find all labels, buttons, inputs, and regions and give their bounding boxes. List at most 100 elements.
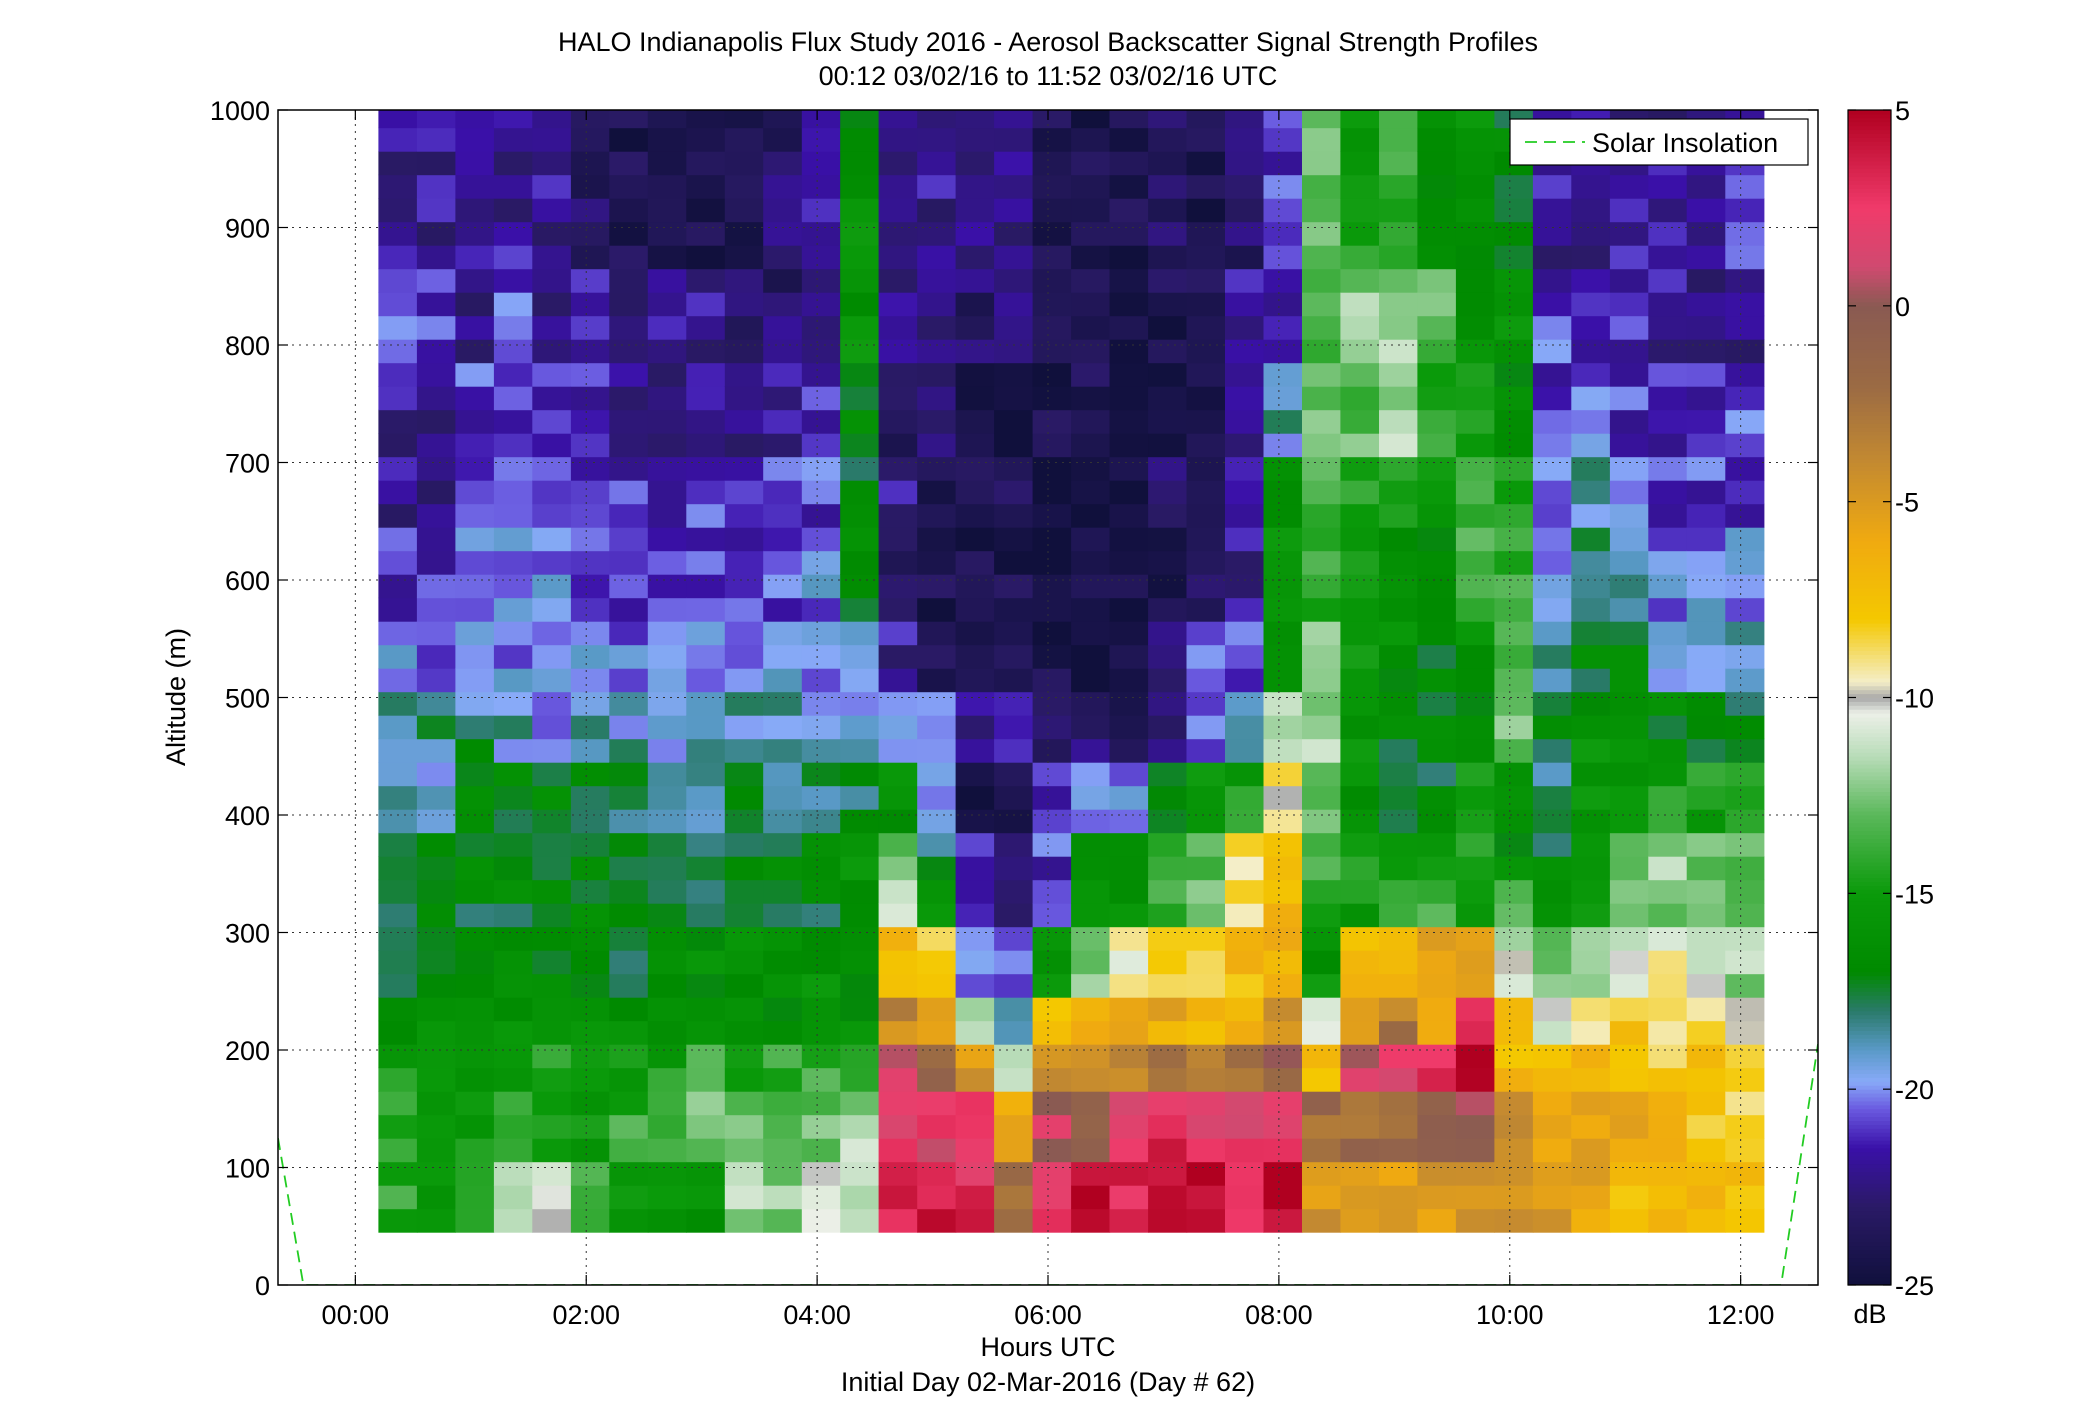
heatmap-cell	[647, 245, 687, 270]
colorbar-band	[1848, 850, 1891, 855]
colorbar-band	[1848, 912, 1891, 918]
heatmap-cell	[1417, 527, 1457, 552]
heatmap-cell	[1032, 1091, 1072, 1116]
heatmap-cell	[647, 715, 687, 740]
heatmap-cell	[1571, 926, 1611, 951]
colorbar-band	[1848, 1261, 1891, 1266]
heatmap-cell	[570, 903, 610, 928]
heatmap-cell	[1609, 809, 1649, 834]
heatmap-cell	[955, 879, 995, 904]
colorbar-band	[1848, 599, 1891, 604]
heatmap-cell	[763, 574, 803, 599]
heatmap-cell	[878, 644, 918, 669]
heatmap-cell	[570, 433, 610, 458]
heatmap-cell	[917, 550, 957, 575]
heatmap-cell	[378, 1161, 418, 1186]
heatmap-cell	[378, 268, 418, 293]
heatmap-cell	[532, 856, 572, 881]
heatmap-cell	[1109, 738, 1149, 763]
heatmap-cell	[1263, 1208, 1303, 1233]
heatmap-cell	[1609, 245, 1649, 270]
heatmap-cell	[801, 715, 841, 740]
colorbar-band	[1848, 478, 1891, 483]
heatmap-cell	[840, 268, 880, 293]
heatmap-cell	[1225, 762, 1265, 787]
heatmap-cell	[1263, 245, 1303, 270]
heatmap-cell	[840, 1138, 880, 1163]
heatmap-cell	[1417, 221, 1457, 246]
heatmap-cell	[1148, 110, 1188, 129]
heatmap-cell	[1263, 668, 1303, 693]
colorbar-band	[1848, 1046, 1891, 1051]
heatmap-cell	[994, 110, 1034, 129]
heatmap-cell	[570, 785, 610, 810]
heatmap-cell	[1302, 433, 1342, 458]
heatmap-cell	[686, 691, 726, 716]
heatmap-cell	[1109, 1091, 1149, 1116]
heatmap-cell	[1686, 386, 1726, 411]
heatmap-cell	[763, 174, 803, 199]
heatmap-cell	[1263, 762, 1303, 787]
heatmap-cell	[1071, 926, 1111, 951]
heatmap-cell	[1455, 856, 1495, 881]
heatmap-cell	[647, 127, 687, 152]
heatmap-cell	[1725, 809, 1765, 834]
heatmap-cell	[1609, 433, 1649, 458]
heatmap-cell	[1340, 809, 1380, 834]
heatmap-cell	[493, 198, 533, 223]
heatmap-cell	[609, 127, 649, 152]
heatmap-cell	[1417, 127, 1457, 152]
heatmap-cell	[1417, 715, 1457, 740]
heatmap-cell	[1148, 973, 1188, 998]
heatmap-cell	[378, 762, 418, 787]
heatmap-cell	[955, 315, 995, 340]
heatmap-cell	[1109, 597, 1149, 622]
heatmap-cell	[1417, 433, 1457, 458]
colorbar-band	[1848, 1073, 1891, 1078]
colorbar-band	[1848, 462, 1891, 467]
heatmap-cell	[955, 1114, 995, 1139]
heatmap-cell	[686, 809, 726, 834]
heatmap-cell	[378, 973, 418, 998]
heatmap-cell	[570, 1114, 610, 1139]
heatmap-cell	[532, 809, 572, 834]
colorbar-band	[1848, 1018, 1891, 1024]
heatmap-cell	[801, 856, 841, 881]
heatmap-cell	[532, 997, 572, 1022]
heatmap-cell	[378, 550, 418, 575]
heatmap-cell	[1302, 409, 1342, 434]
colorbar-band	[1848, 125, 1891, 131]
heatmap-cell	[1686, 997, 1726, 1022]
heatmap-cell	[878, 785, 918, 810]
heatmap-cell	[840, 245, 880, 270]
heatmap-cell	[1532, 480, 1572, 505]
heatmap-cell	[1379, 527, 1419, 552]
colorbar-band	[1848, 1081, 1891, 1086]
colorbar-band	[1848, 1030, 1891, 1035]
heatmap-cell	[878, 950, 918, 975]
heatmap-cell	[1148, 386, 1188, 411]
heatmap-cell	[1648, 926, 1688, 951]
heatmap-cell	[416, 903, 456, 928]
heatmap-cell	[1455, 1208, 1495, 1233]
colorbar-band	[1848, 560, 1891, 565]
heatmap-cell	[1340, 174, 1380, 199]
heatmap-cell	[1148, 950, 1188, 975]
heatmap-cell	[1494, 433, 1534, 458]
colorbar-band	[1848, 556, 1891, 561]
colorbar-unit-label: dB	[1853, 1299, 1886, 1329]
colorbar-band	[1848, 184, 1891, 189]
heatmap-cell	[416, 1185, 456, 1210]
heatmap-cell	[1225, 1114, 1265, 1139]
heatmap-cell	[1032, 644, 1072, 669]
grid-lines	[278, 110, 1818, 1285]
colorbar-band	[1848, 1026, 1891, 1031]
heatmap-cell	[455, 386, 495, 411]
heatmap-cell	[532, 268, 572, 293]
heatmap-cell	[1455, 832, 1495, 857]
heatmap-cell	[532, 1044, 572, 1069]
heatmap-cell	[840, 433, 880, 458]
heatmap-cell	[1302, 621, 1342, 646]
heatmap-cell	[1071, 644, 1111, 669]
heatmap-cell	[1032, 550, 1072, 575]
